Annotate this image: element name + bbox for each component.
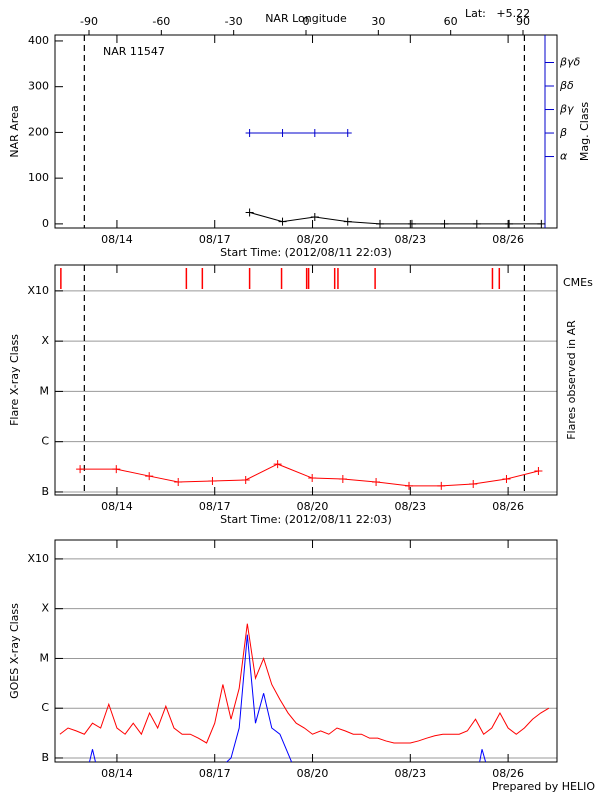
y-tick-label: 400 — [28, 34, 49, 47]
point-marker — [308, 474, 317, 483]
point-marker — [407, 219, 416, 228]
plot-frame — [54, 34, 558, 229]
point-marker — [534, 467, 543, 476]
y2-tick-label: β — [559, 126, 567, 139]
point-marker — [278, 129, 287, 138]
series-clip — [76, 460, 543, 490]
y-tick-label: X — [41, 334, 49, 347]
x-tick-label: 08/20 — [297, 500, 329, 513]
x-axis-label: Start Time: (2012/08/11 22:03) — [220, 246, 392, 259]
point-marker — [375, 219, 384, 228]
y-tick-label: X10 — [27, 552, 49, 565]
point-marker — [273, 460, 282, 469]
y-tick-label: 200 — [28, 125, 49, 138]
y-tick-label: C — [41, 435, 49, 448]
panel: B C M X X10 08/14 08/17 08/20 08/23 08/26 Start Ti… — [8, 264, 593, 526]
x-tick-label: 08/26 — [492, 233, 524, 246]
y2-tick-label: βγδ — [559, 56, 581, 69]
series-line — [249, 211, 542, 225]
y2-tick-label: βδ — [559, 79, 574, 92]
x-tick-label: 08/17 — [199, 500, 231, 513]
point-marker — [145, 472, 154, 481]
y-tick-label: M — [40, 384, 50, 397]
x-tick-label: 08/23 — [394, 500, 426, 513]
y-tick-label: 0 — [42, 217, 49, 230]
x-tick-label: 08/26 — [492, 500, 524, 513]
x2-tick-label: 90 — [516, 15, 530, 28]
y-axis-label: NAR Area — [8, 105, 21, 157]
x-tick-label: 08/23 — [394, 767, 426, 780]
point-marker — [505, 219, 514, 228]
x-tick-label: 08/14 — [101, 233, 133, 246]
x2-tick-label: -60 — [152, 15, 170, 28]
y-tick-label: M — [40, 651, 50, 664]
point-marker — [245, 208, 254, 217]
point-marker — [241, 475, 250, 484]
x-tick-label: 08/14 — [101, 500, 133, 513]
x2-tick-label: 30 — [371, 15, 385, 28]
point-marker — [372, 477, 381, 486]
plot-frame — [54, 264, 558, 496]
series-line — [88, 634, 487, 762]
x2-axis-label: NAR Longitude — [265, 12, 347, 25]
x2-tick-label: -90 — [80, 15, 98, 28]
point-marker — [472, 219, 481, 228]
panel-title: NAR 11547 — [103, 45, 165, 58]
series-line — [59, 623, 550, 744]
series-clip — [245, 129, 546, 228]
point-marker — [112, 465, 121, 474]
cme-label: CMEs — [563, 276, 593, 289]
point-marker — [310, 129, 319, 138]
y-tick-label: X — [41, 602, 49, 615]
x-tick-label: 08/17 — [199, 233, 231, 246]
x-tick-label: 08/14 — [101, 767, 133, 780]
x-tick-label: 08/17 — [199, 767, 231, 780]
panel: B C M X X10 08/14 08/17 08/20 08/23 08/26 GOES X-r… — [8, 539, 595, 793]
point-marker — [278, 217, 287, 226]
y-axis-label: Flare X-ray Class — [8, 334, 21, 426]
plot-frame — [54, 539, 558, 763]
x-tick-label: 08/23 — [394, 233, 426, 246]
y-tick-label: 100 — [28, 171, 49, 184]
y-tick-label: B — [41, 485, 49, 498]
x2-tick-label: 0 — [303, 15, 310, 28]
point-marker — [502, 475, 511, 484]
x-axis-label: Start Time: (2012/08/11 22:03) — [220, 513, 392, 526]
y-tick-label: B — [41, 751, 49, 764]
footer: Prepared by HELIO — [492, 780, 595, 793]
y-tick-label: 300 — [28, 80, 49, 93]
x2-tick-label: 60 — [444, 15, 458, 28]
point-marker — [440, 219, 449, 228]
point-marker — [76, 465, 85, 474]
point-marker — [338, 475, 347, 484]
point-marker — [174, 477, 183, 486]
x-tick-label: 08/20 — [297, 767, 329, 780]
point-marker — [343, 217, 352, 226]
y-tick-label: C — [41, 701, 49, 714]
point-marker — [437, 481, 446, 490]
point-marker — [405, 481, 414, 490]
y-tick-label: X10 — [27, 284, 49, 297]
point-marker — [245, 129, 254, 138]
y2-axis-label: Flares observed in AR — [565, 320, 578, 440]
point-marker — [310, 213, 319, 222]
latitude-label: Lat: +5.22 — [465, 7, 530, 20]
point-marker — [208, 477, 217, 486]
y2-tick-label: α — [560, 150, 568, 163]
x-tick-label: 08/26 — [492, 767, 524, 780]
y2-tick-label: βγ — [559, 103, 574, 116]
point-marker — [469, 479, 478, 488]
point-marker — [537, 219, 546, 228]
x-tick-label: 08/20 — [297, 233, 329, 246]
series-clip — [59, 623, 550, 762]
y-axis-label: GOES X-ray Class — [8, 603, 21, 699]
x2-tick-label: -30 — [225, 15, 243, 28]
point-marker — [343, 129, 352, 138]
y2-axis-label: Mag. Class — [578, 102, 591, 161]
